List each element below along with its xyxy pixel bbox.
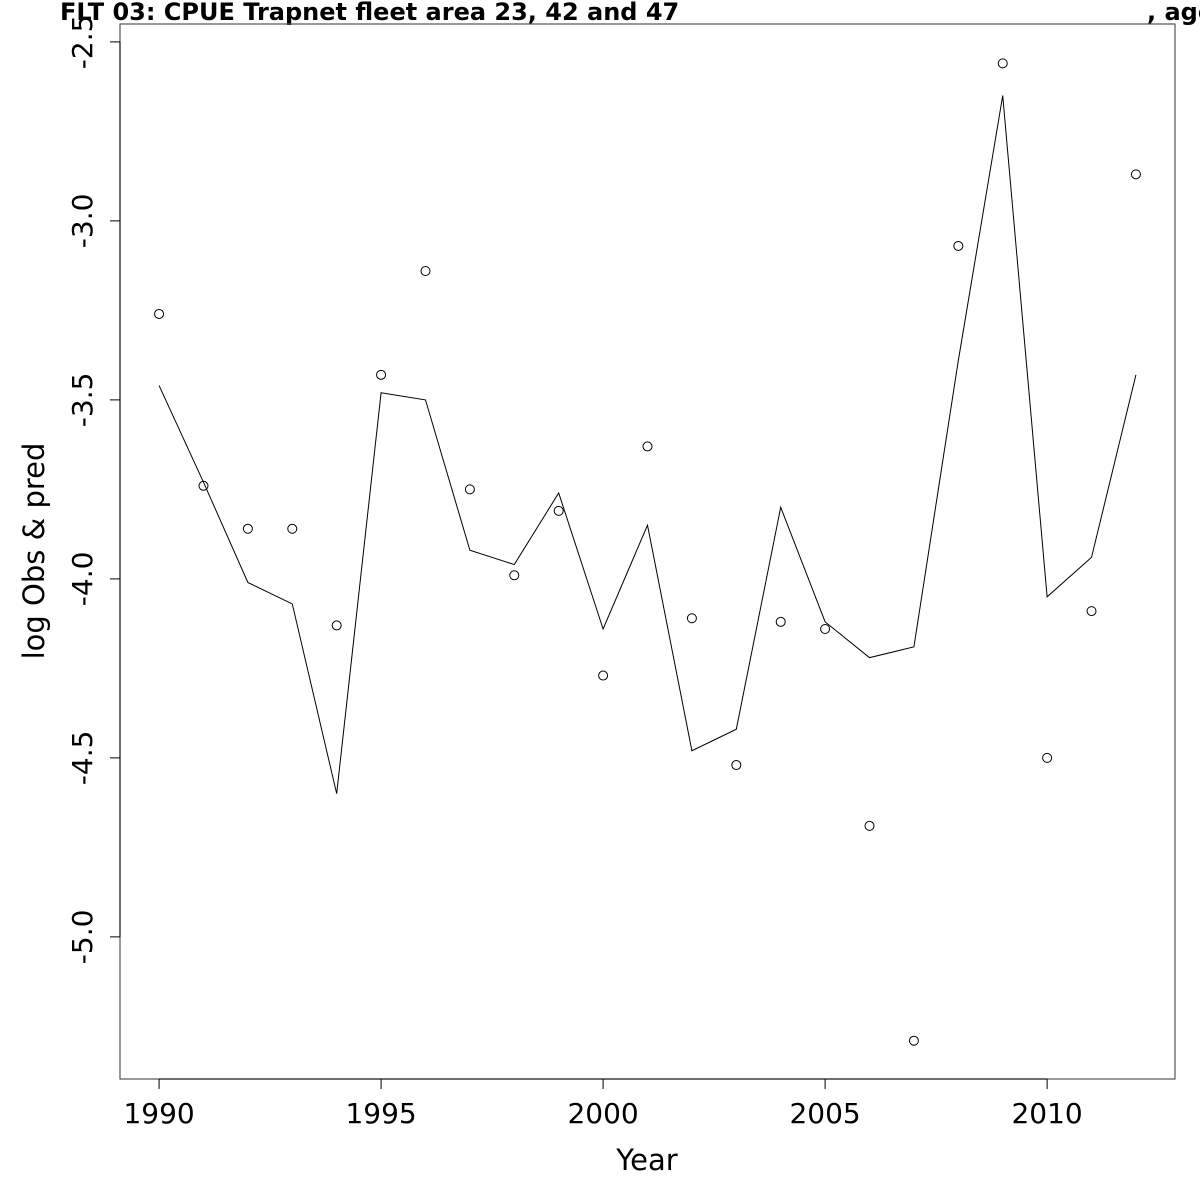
y-tick-label: -3.0 — [66, 194, 99, 249]
observed-point — [376, 369, 387, 380]
observed-point — [464, 484, 475, 495]
observed-point — [287, 523, 298, 534]
observed-point — [1086, 606, 1097, 617]
x-tick-label: 1995 — [345, 1097, 416, 1130]
observed-point — [1042, 752, 1053, 763]
observed-point — [1130, 169, 1141, 180]
observed-point — [598, 670, 609, 681]
observed-point — [864, 820, 875, 831]
plot-box — [119, 23, 1176, 1080]
observed-point — [686, 613, 697, 624]
y-tick-label: -4.5 — [66, 731, 99, 786]
y-axis-label: log Obs & pred — [17, 443, 51, 660]
observed-point — [820, 624, 831, 635]
x-tick-label: 1990 — [123, 1097, 194, 1130]
observed-point — [731, 760, 742, 771]
predicted-line — [158, 95, 1137, 794]
observed-point — [997, 58, 1008, 69]
x-tick-label: 2010 — [1011, 1097, 1082, 1130]
x-tick-label: 2005 — [789, 1097, 860, 1130]
x-axis-label: Year — [615, 1143, 677, 1177]
chart-title: FLT 03: CPUE Trapnet fleet area 23, 42 a… — [60, 0, 679, 26]
chart-title-suffix: , age — [1147, 0, 1200, 26]
observed-point — [509, 570, 520, 581]
observed-point — [908, 1035, 919, 1046]
x-tick-label: 2000 — [567, 1097, 638, 1130]
observed-point — [953, 240, 964, 251]
observed-point — [242, 523, 253, 534]
observed-point — [154, 308, 165, 319]
observed-point — [642, 441, 653, 452]
observed-point — [420, 266, 431, 277]
y-tick-label: -2.5 — [66, 15, 99, 70]
y-tick-label: -4.0 — [66, 552, 99, 607]
y-tick-label: -5.0 — [66, 910, 99, 965]
observed-point — [775, 616, 786, 627]
y-tick-label: -3.5 — [66, 373, 99, 428]
observed-point — [331, 620, 342, 631]
observed-point — [553, 505, 564, 516]
